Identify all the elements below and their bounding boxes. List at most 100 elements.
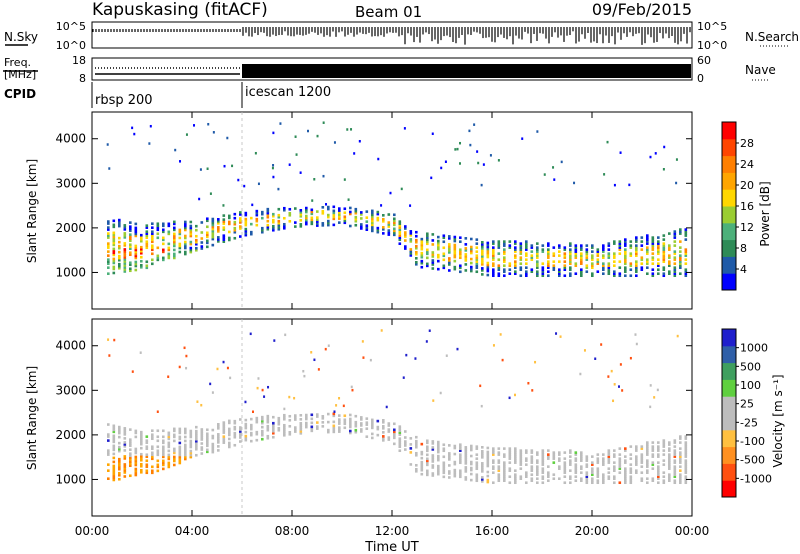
- power-cell: [635, 254, 638, 257]
- power-cell: [552, 266, 556, 269]
- power-cell: [662, 258, 666, 261]
- velocity-cell: [514, 473, 517, 476]
- power-cell: [607, 272, 611, 276]
- velocity-cell: [261, 433, 264, 437]
- power-cell: [580, 262, 583, 265]
- velocity-cell: [569, 469, 572, 472]
- velocity-cell: [206, 438, 209, 442]
- date-label: 09/Feb/2015: [592, 0, 692, 19]
- power-cell: [613, 272, 616, 276]
- velocity-cell: [409, 463, 413, 466]
- power-cell: [134, 254, 138, 258]
- velocity-cell: [299, 430, 303, 433]
- velocity-cell: [371, 432, 374, 436]
- velocity-cell: [222, 427, 226, 430]
- power-cell: [606, 140, 609, 144]
- power-cell: [415, 252, 418, 256]
- power-cell: [294, 221, 297, 224]
- velocity-cell: [398, 441, 402, 444]
- velocity-cell: [350, 385, 353, 389]
- power-cell: [602, 266, 605, 269]
- power-cell: [552, 254, 556, 257]
- velocity-cell: [216, 367, 219, 371]
- power-cell: [420, 251, 424, 255]
- velocity-cell: [492, 344, 495, 347]
- velocity-cell: [283, 425, 286, 429]
- velocity-cell: [338, 418, 341, 421]
- velocity-cell: [129, 440, 132, 443]
- velocity-cell: [503, 469, 506, 472]
- power-cell: [525, 242, 528, 245]
- power-cell: [459, 250, 462, 254]
- velocity-cell: [547, 479, 550, 483]
- velocity-cell: [464, 450, 468, 453]
- velocity-cell: [629, 477, 633, 480]
- y-tick-label: 2000: [55, 221, 86, 235]
- velocity-cell: [679, 477, 682, 480]
- velocity-cell: [668, 447, 671, 450]
- velocity-cell: [415, 467, 418, 471]
- power-cell: [431, 263, 435, 266]
- power-cell: [519, 262, 523, 265]
- velocity-cell: [657, 467, 660, 470]
- velocity-cell: [365, 435, 369, 438]
- power-cell: [552, 264, 556, 267]
- power-cell: [393, 229, 396, 233]
- power-cell: [167, 248, 171, 252]
- velocity-cell: [492, 447, 495, 450]
- power-cell: [448, 243, 451, 246]
- power-cell: [217, 222, 220, 225]
- power-cell: [426, 252, 429, 256]
- power-cell: [173, 238, 176, 242]
- velocity-cell: [437, 440, 440, 444]
- velocity-cell: [432, 399, 435, 402]
- velocity-cell: [618, 465, 622, 468]
- velocity-cell: [525, 459, 528, 462]
- power-cell: [519, 250, 523, 253]
- power-cell: [613, 240, 616, 243]
- velocity-cell: [140, 442, 143, 446]
- power-cell: [420, 265, 424, 269]
- velocity-cell: [475, 467, 479, 471]
- velocity-cell: [151, 429, 154, 432]
- velocity-cell: [519, 451, 523, 454]
- velocity-cell: [579, 372, 582, 376]
- velocity-cell: [277, 428, 281, 432]
- velocity-cell: [118, 459, 121, 463]
- power-cell: [580, 254, 583, 257]
- velocity-cell: [272, 421, 275, 425]
- velocity-cell: [261, 421, 264, 425]
- velocity-cell: [684, 437, 688, 440]
- velocity-cell: [305, 425, 308, 429]
- power-cell: [134, 226, 138, 230]
- velocity-cell: [173, 429, 176, 433]
- power-cell: [254, 151, 257, 155]
- x-tick-label: 00:00: [675, 524, 710, 538]
- velocity-cell: [343, 420, 347, 424]
- power-cell: [222, 234, 226, 237]
- power-cell: [453, 267, 457, 271]
- velocity-cell: [332, 414, 336, 418]
- velocity-cell: [475, 465, 479, 469]
- power-cell: [563, 256, 567, 259]
- power-cell: [547, 270, 550, 273]
- velocity-cell: [646, 481, 649, 485]
- velocity-cell: [541, 449, 545, 452]
- power-cell: [596, 258, 600, 261]
- power-cell: [468, 129, 471, 133]
- power-cell: [657, 250, 660, 253]
- power-colorbar-swatch: [722, 138, 736, 157]
- velocity-cell: [131, 370, 134, 373]
- power-cell: [679, 230, 682, 233]
- velocity-cell: [536, 477, 539, 480]
- power-cell: [261, 228, 264, 232]
- power-cell: [321, 206, 325, 209]
- velocity-cell: [673, 481, 677, 485]
- power-cell: [558, 254, 561, 257]
- power-cell: [543, 173, 546, 176]
- power-cell: [508, 264, 512, 267]
- power-cell: [591, 254, 594, 257]
- power-cell: [514, 240, 517, 243]
- power-cell: [607, 270, 611, 273]
- velocity-cell: [134, 457, 138, 461]
